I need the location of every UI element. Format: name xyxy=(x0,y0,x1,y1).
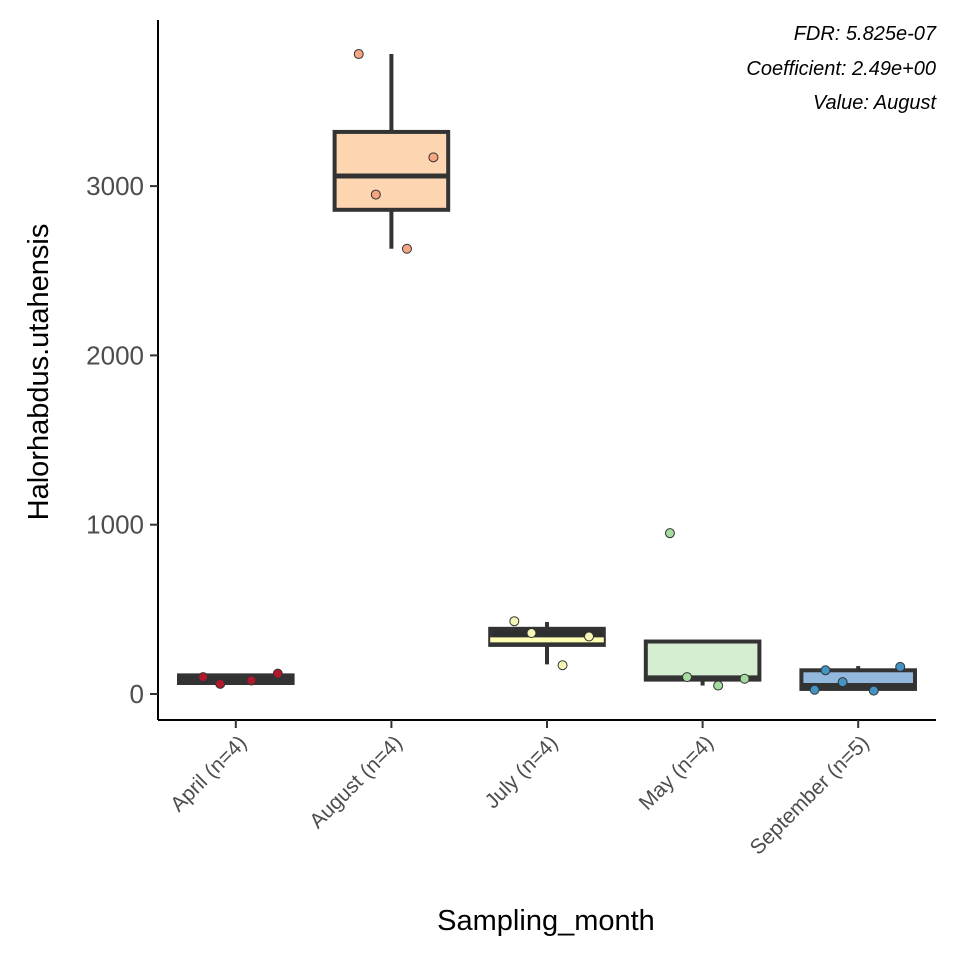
annotation-value: Value: August xyxy=(813,92,937,114)
data-point xyxy=(895,661,906,672)
box-group-4 xyxy=(643,528,762,691)
data-point xyxy=(664,528,675,539)
x-axis-title: Sampling_month xyxy=(437,905,655,937)
box-group-2 xyxy=(332,49,451,254)
y-axis-title: Halorhabdus.utahensis xyxy=(23,224,55,521)
x-tick-label: July (n=4) xyxy=(481,731,563,813)
x-tick-label: April (n=4) xyxy=(166,731,251,816)
data-point xyxy=(353,49,364,60)
x-tick-label: September (n=5) xyxy=(746,731,874,859)
y-tick-label: 3000 xyxy=(86,171,144,201)
y-tick-label: 2000 xyxy=(86,340,144,370)
data-point xyxy=(837,677,848,688)
data-point xyxy=(509,616,520,627)
box xyxy=(643,639,762,682)
x-tick-label: May (n=4) xyxy=(635,731,719,815)
data-point xyxy=(526,628,537,639)
data-point xyxy=(246,675,257,686)
box-group-3 xyxy=(488,616,606,671)
data-point xyxy=(713,680,724,691)
box-group-1 xyxy=(177,668,295,689)
plot-marks xyxy=(177,49,917,696)
y-axis-ticks: 0 1000 2000 3000 xyxy=(86,171,158,709)
data-point xyxy=(739,673,750,684)
data-point xyxy=(401,243,412,254)
data-point xyxy=(809,684,820,695)
x-axis-ticks: April (n=4) August (n=4) July (n=4) May (n=… xyxy=(166,720,874,859)
data-point xyxy=(215,678,226,689)
box xyxy=(332,129,451,212)
data-point xyxy=(198,672,209,683)
data-point xyxy=(428,152,439,163)
data-point xyxy=(370,189,381,200)
y-tick-label: 1000 xyxy=(86,510,144,540)
x-tick-label: August (n=4) xyxy=(305,731,407,833)
box-group-5 xyxy=(799,661,917,696)
data-point xyxy=(820,665,831,676)
data-point xyxy=(682,672,693,683)
data-point xyxy=(557,660,568,671)
data-point xyxy=(272,668,283,679)
data-point xyxy=(584,631,595,642)
data-point xyxy=(868,685,879,696)
annotation-coefficient: Coefficient: 2.49e+00 xyxy=(746,58,936,80)
y-tick-label: 0 xyxy=(130,679,144,709)
annotation-fdr: FDR: 5.825e-07 xyxy=(794,23,937,45)
